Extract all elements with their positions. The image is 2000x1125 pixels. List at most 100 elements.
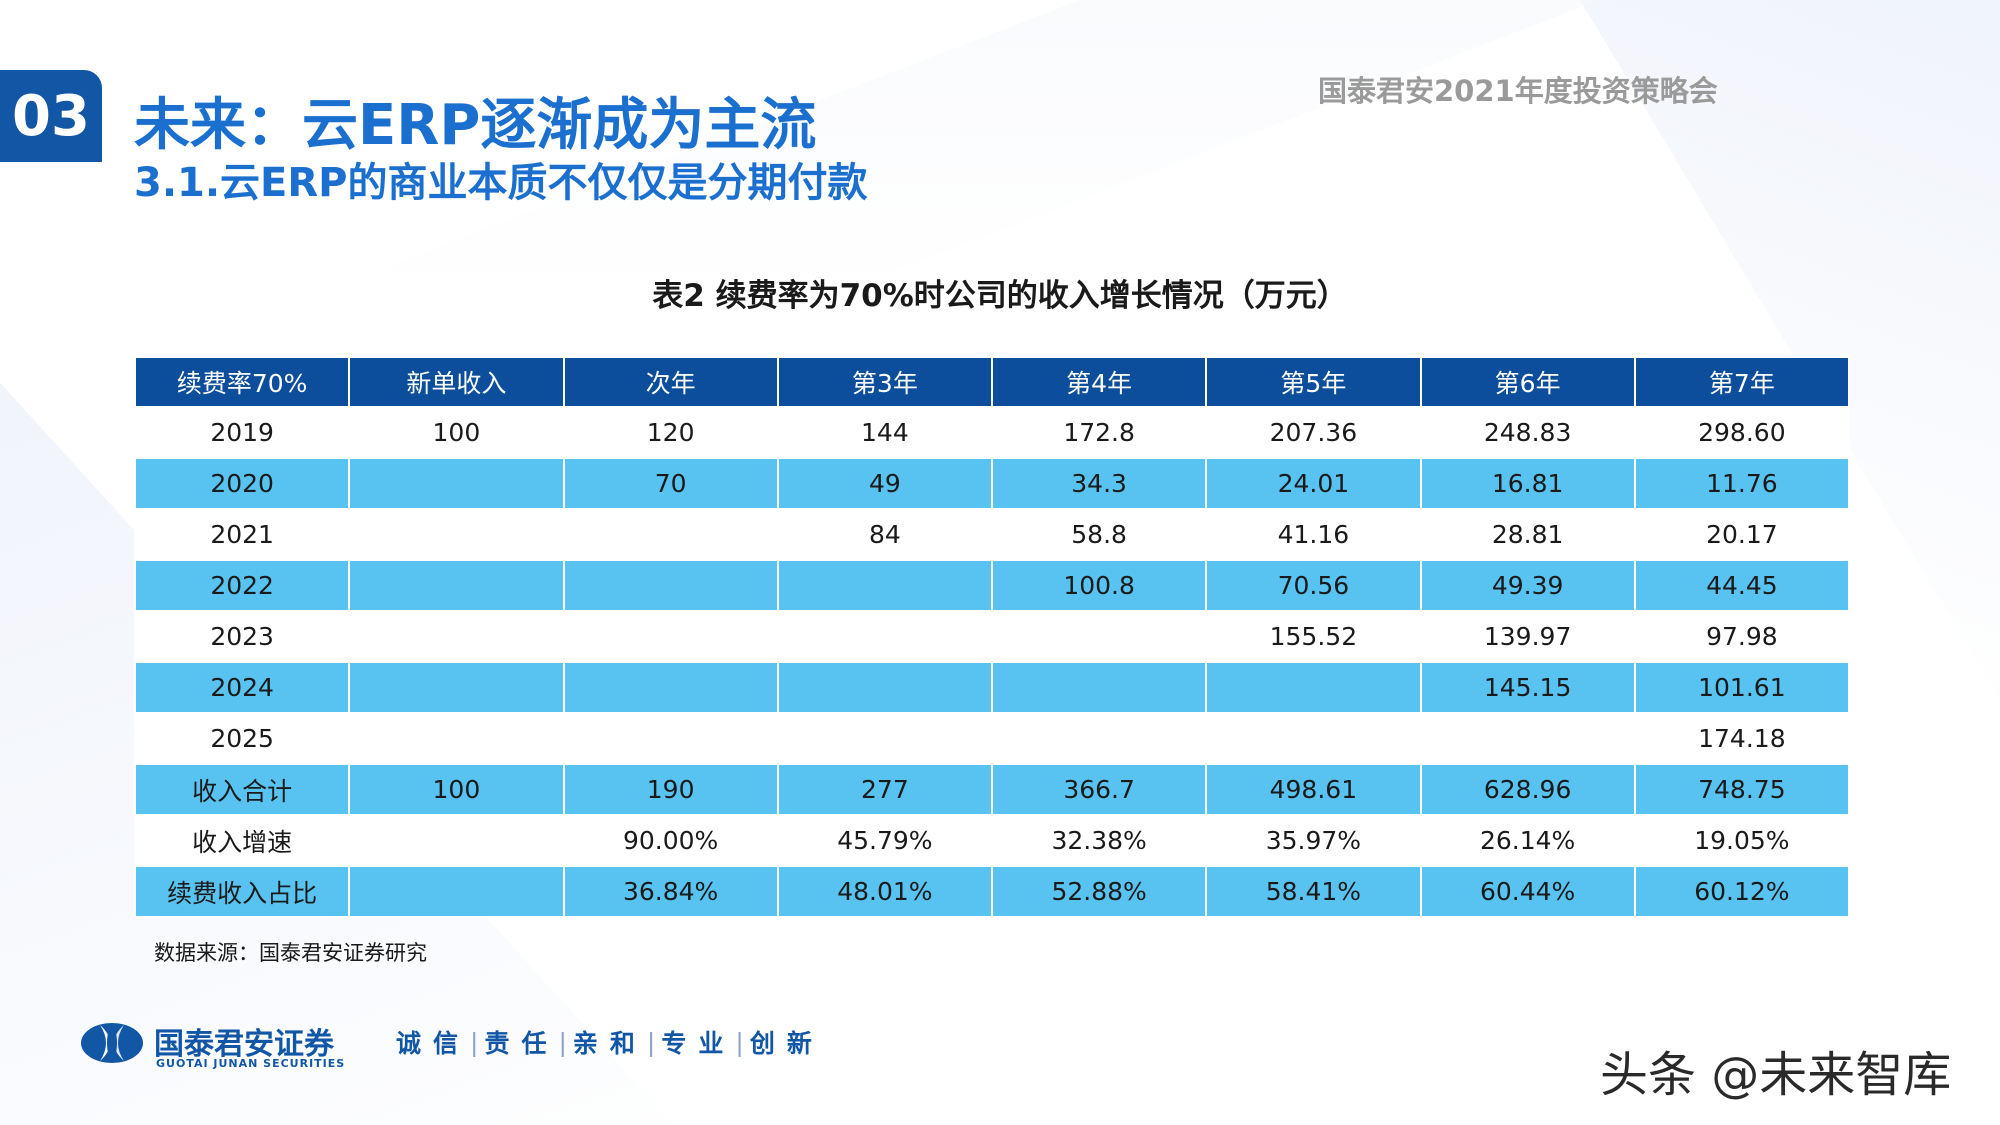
table-cell: 2019 [133,406,351,459]
table-cell [776,559,994,612]
table-cell: 20.17 [1633,508,1851,561]
table-cell [348,712,565,765]
watermark-text: 头条 @未来智库 [1600,1047,1952,1103]
table-cell: 172.8 [990,406,1208,459]
slogan-word: 诚信 [396,1029,471,1058]
table-cell: 24.01 [1205,457,1422,510]
table-cell: 498.61 [1205,763,1422,816]
table-cell: 11.76 [1633,457,1851,510]
column-header: 新单收入 [348,356,565,408]
table-cell [776,610,994,663]
table-cell: 155.52 [1205,610,1422,663]
table-cell: 续费收入占比 [133,865,351,918]
table-cell [348,508,565,561]
table-header-row: 续费率70% 新单收入 次年 第3年 第4年 第5年 第6年 第7年 [133,356,1851,408]
table-cell: 100 [348,406,565,459]
table-cell: 101.61 [1633,661,1851,714]
table-cell [562,610,779,663]
table-cell [348,661,565,714]
table-cell: 58.8 [990,508,1208,561]
event-name: 国泰君安2021年度投资策略会 [1318,74,1718,108]
data-source-note: 数据来源：国泰君安证券研究 [154,941,427,965]
company-logo-text: 国泰君安证券 [154,1027,334,1062]
table-cell: 16.81 [1419,457,1636,510]
table-cell: 748.75 [1633,763,1851,816]
table-cell: 19.05% [1633,814,1851,867]
table-cell [1205,661,1422,714]
table-cell: 248.83 [1419,406,1636,459]
column-header: 第3年 [776,356,994,408]
table-cell: 48.01% [776,865,994,918]
table-cell: 32.38% [990,814,1208,867]
company-logo-icon [81,1023,143,1063]
column-header: 第6年 [1419,356,1636,408]
column-header: 第4年 [990,356,1208,408]
company-logo-english: GUOTAI JUNAN SECURITIES [156,1057,346,1070]
table-row: 2024 145.15 101.61 [133,661,1851,714]
table-cell: 收入合计 [133,763,351,816]
company-logo: 国泰君安证券 GUOTAI JUNAN SECURITIES [80,1015,360,1075]
table-cell [1419,712,1636,765]
table-row: 2025 174.18 [133,712,1851,765]
company-slogan: 诚信 | 责任 | 亲和 | 专业 | 创新 [396,1024,824,1060]
table-cell: 35.97% [1205,814,1422,867]
table-cell: 收入增速 [133,814,351,867]
table-cell: 366.7 [990,763,1208,816]
section-number-badge: 03 [0,70,102,162]
slogan-word: 责任 [484,1029,559,1058]
table-cell: 2020 [133,457,351,510]
table-cell: 2021 [133,508,351,561]
table-cell [990,610,1208,663]
table-cell: 100 [348,763,565,816]
table-cell: 41.16 [1205,508,1422,561]
table-row-total: 收入合计 100 190 277 366.7 498.61 628.96 748… [133,763,1851,816]
table-cell: 628.96 [1419,763,1636,816]
table-cell: 60.12% [1633,865,1851,918]
table-cell: 174.18 [1633,712,1851,765]
column-header: 续费率70% [133,356,351,408]
table-cell [562,661,779,714]
table-cell: 207.36 [1205,406,1422,459]
column-header: 第7年 [1633,356,1851,408]
table-cell: 2023 [133,610,351,663]
table-cell: 2025 [133,712,351,765]
table-cell: 44.45 [1633,559,1851,612]
slogan-separator: | [735,1027,744,1057]
table-cell: 298.60 [1633,406,1851,459]
table-row-renewal-share: 续费收入占比 36.84% 48.01% 52.88% 58.41% 60.44… [133,865,1851,918]
table-cell: 52.88% [990,865,1208,918]
table-cell [348,610,565,663]
table-cell: 26.14% [1419,814,1636,867]
table-cell: 84 [776,508,994,561]
table-cell [990,661,1208,714]
table-row: 2020 70 49 34.3 24.01 16.81 11.76 [133,457,1851,510]
table-cell: 145.15 [1419,661,1636,714]
table-cell: 45.79% [776,814,994,867]
revenue-growth-table: 续费率70% 新单收入 次年 第3年 第4年 第5年 第6年 第7年 2019 … [133,356,1851,918]
table-cell: 90.00% [562,814,779,867]
column-header: 第5年 [1205,356,1422,408]
table-cell: 70 [562,457,779,510]
table-cell: 49 [776,457,994,510]
table-cell: 100.8 [990,559,1208,612]
table-cell [348,814,565,867]
table-cell: 2024 [133,661,351,714]
table-cell: 60.44% [1419,865,1636,918]
page-subtitle: 3.1.云ERP的商业本质不仅仅是分期付款 [134,160,868,206]
table-cell: 28.81 [1419,508,1636,561]
table-cell [348,559,565,612]
table-cell: 36.84% [562,865,779,918]
slogan-word: 创新 [749,1029,824,1058]
table-cell [990,712,1208,765]
column-header: 次年 [562,356,779,408]
table-cell: 190 [562,763,779,816]
table-cell: 144 [776,406,994,459]
table-cell [562,508,779,561]
table-cell: 277 [776,763,994,816]
table-cell [776,712,994,765]
page-title: 未来：云ERP逐渐成为主流 [134,93,817,158]
table-cell [348,457,565,510]
table-cell: 120 [562,406,779,459]
table-cell: 58.41% [1205,865,1422,918]
table-cell [1205,712,1422,765]
